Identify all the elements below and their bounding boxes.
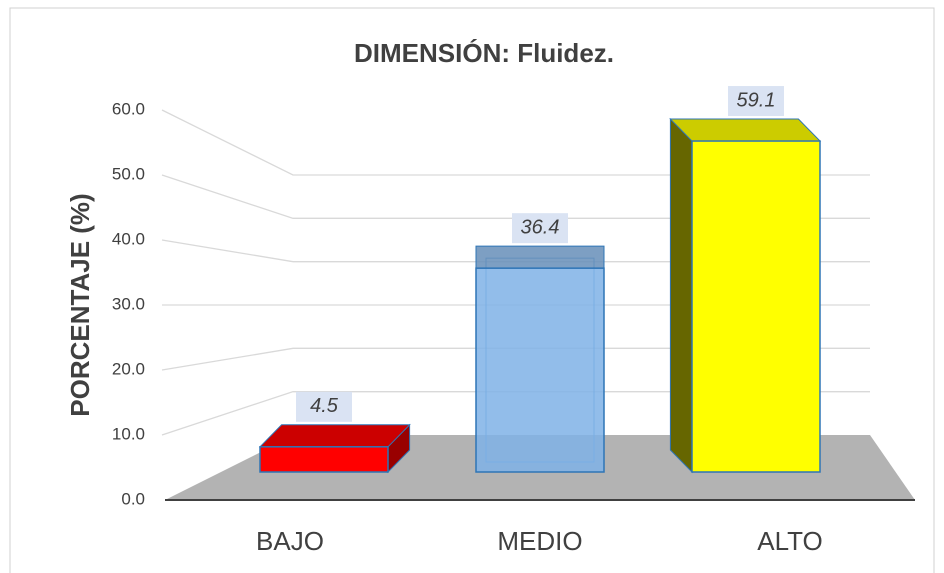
y-tick-label: 0.0 — [121, 489, 145, 508]
bar — [258, 423, 411, 474]
bar-front — [691, 140, 821, 473]
data-label-box — [512, 213, 568, 244]
data-label: 4.5 — [310, 395, 339, 417]
y-tick-label: 10.0 — [112, 424, 145, 443]
y-tick-label: 50.0 — [112, 164, 145, 183]
y-tick-label: 20.0 — [112, 359, 145, 378]
bar-front — [259, 446, 389, 473]
x-tick-label: ALTO — [757, 526, 823, 556]
bar-front — [475, 267, 605, 473]
y-tick-label: 60.0 — [112, 99, 145, 118]
bar — [669, 117, 822, 474]
bar — [475, 245, 605, 473]
x-tick-label: BAJO — [256, 526, 324, 556]
data-label-box — [728, 86, 784, 117]
x-tick-label: MEDIO — [497, 526, 582, 556]
bar-top — [475, 245, 605, 269]
data-label-box — [296, 391, 352, 422]
y-axis-title: PORCENTAJE (%) — [65, 193, 95, 416]
bar-side — [669, 117, 693, 474]
data-label: 36.4 — [521, 216, 560, 238]
bar-top — [669, 118, 822, 142]
chart-title: DIMENSIÓN: Fluidez. — [354, 38, 614, 68]
bar-top — [258, 424, 411, 448]
data-label: 59.1 — [737, 89, 776, 111]
y-tick-label: 40.0 — [112, 229, 145, 248]
y-tick-label: 30.0 — [112, 294, 145, 313]
